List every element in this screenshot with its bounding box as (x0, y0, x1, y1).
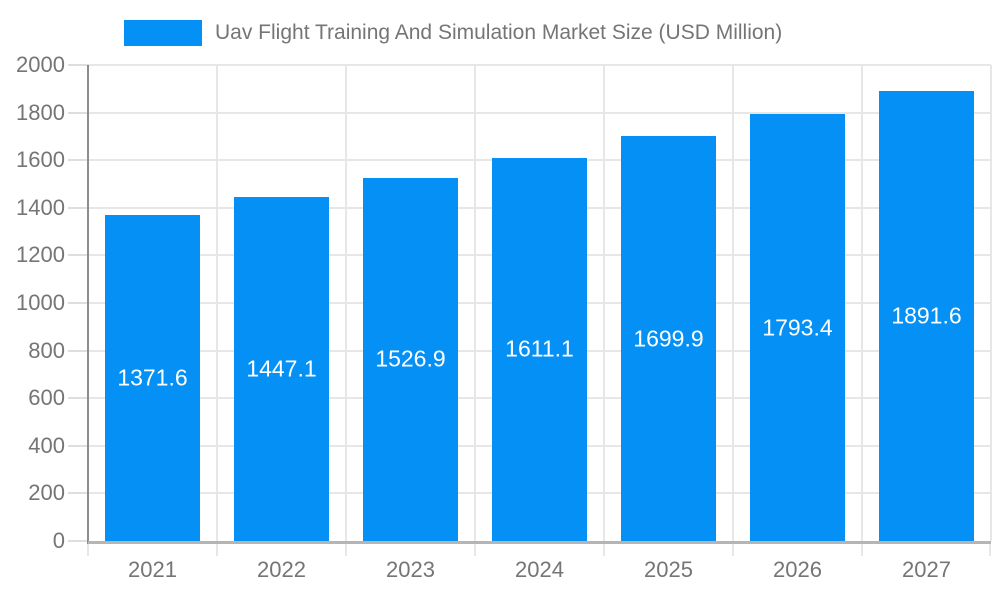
y-axis: 0 200 400 600 800 1000 1200 1400 1600 1800 2000 (0, 52, 88, 553)
bar-2021[interactable]: 1371.6 (105, 214, 200, 541)
v-gridline (603, 65, 605, 541)
y-axis-tick (68, 349, 88, 352)
bar-value-label: 1447.1 (246, 355, 317, 382)
x-axis-tick (216, 544, 218, 556)
y-axis-tick-label: 400 (28, 432, 65, 458)
h-gridline (88, 111, 991, 114)
y-axis-tick-label: 1400 (16, 194, 65, 220)
y-axis-tick (68, 397, 88, 400)
v-gridline (990, 65, 992, 541)
y-axis-tick (68, 159, 88, 162)
bar-2022[interactable]: 1447.1 (234, 196, 329, 541)
x-axis-tick (989, 544, 991, 556)
y-axis-tick (68, 540, 88, 542)
x-axis-tick (87, 544, 89, 556)
y-axis-tick-label: 800 (28, 337, 65, 363)
bar-value-label: 1526.9 (375, 345, 446, 372)
x-axis-tick (603, 544, 605, 556)
bar-value-label: 1699.9 (633, 325, 704, 352)
y-axis-tick (68, 492, 88, 495)
y-axis-tick (68, 64, 88, 66)
v-gridline (732, 65, 734, 541)
y-axis-tick-label: 1600 (16, 147, 65, 173)
x-axis-tick-label: 2021 (128, 557, 177, 582)
h-gridline (88, 64, 991, 66)
x-axis-tick (345, 544, 347, 556)
y-axis-tick-label: 1800 (16, 99, 65, 125)
y-axis-tick (68, 111, 88, 114)
y-axis-tick-label: 1000 (16, 290, 65, 315)
x-axis-tick-label: 2026 (773, 557, 822, 582)
y-axis-tick-label: 1200 (16, 242, 65, 268)
x-axis-tick-label: 2025 (644, 557, 693, 582)
v-gridline (216, 65, 218, 541)
x-axis-tick-label: 2022 (257, 557, 306, 582)
plot-area: 1371.6 1447.1 1526.9 1611.1 1699.9 1793.4 1891… (88, 64, 992, 541)
x-axis-line (88, 541, 991, 544)
bar-value-label: 1793.4 (762, 314, 833, 341)
y-axis-tick (68, 302, 88, 304)
y-axis-tick (68, 206, 88, 209)
x-axis-tick-label: 2023 (386, 557, 435, 582)
y-axis-line (87, 65, 89, 551)
v-gridline (345, 65, 347, 541)
bar-2027[interactable]: 1891.6 (879, 90, 974, 541)
x-axis-tick (861, 544, 863, 556)
v-gridline (474, 65, 476, 541)
bar-2026[interactable]: 1793.4 (750, 114, 845, 541)
y-axis-tick (68, 254, 88, 257)
x-axis-tick-label: 2024 (515, 557, 564, 582)
x-axis-tick-label: 2027 (902, 557, 951, 582)
bar-value-label: 1371.6 (117, 364, 188, 391)
y-axis-tick-label: 2000 (16, 52, 65, 77)
bar-value-label: 1611.1 (505, 335, 574, 362)
y-axis-tick-label: 600 (28, 385, 65, 411)
bar-2024[interactable]: 1611.1 (492, 157, 587, 541)
y-axis-tick-label: 0 (52, 528, 65, 553)
legend-label[interactable]: Uav Flight Training And Simulation Marke… (215, 21, 783, 44)
x-axis-tick (732, 544, 734, 556)
bar-2025[interactable]: 1699.9 (621, 136, 716, 541)
x-axis: 2021 2022 2023 2024 2025 2026 2027 (87, 544, 991, 600)
legend-swatch[interactable] (124, 20, 202, 46)
y-axis-tick (68, 444, 88, 447)
y-axis-tick-label: 200 (28, 480, 65, 506)
bar-2023[interactable]: 1526.9 (363, 177, 458, 541)
x-axis-tick (474, 544, 476, 556)
chart-legend: Uav Flight Training And Simulation Marke… (0, 20, 1000, 46)
v-gridline (861, 65, 863, 541)
bar-value-label: 1891.6 (891, 302, 962, 329)
